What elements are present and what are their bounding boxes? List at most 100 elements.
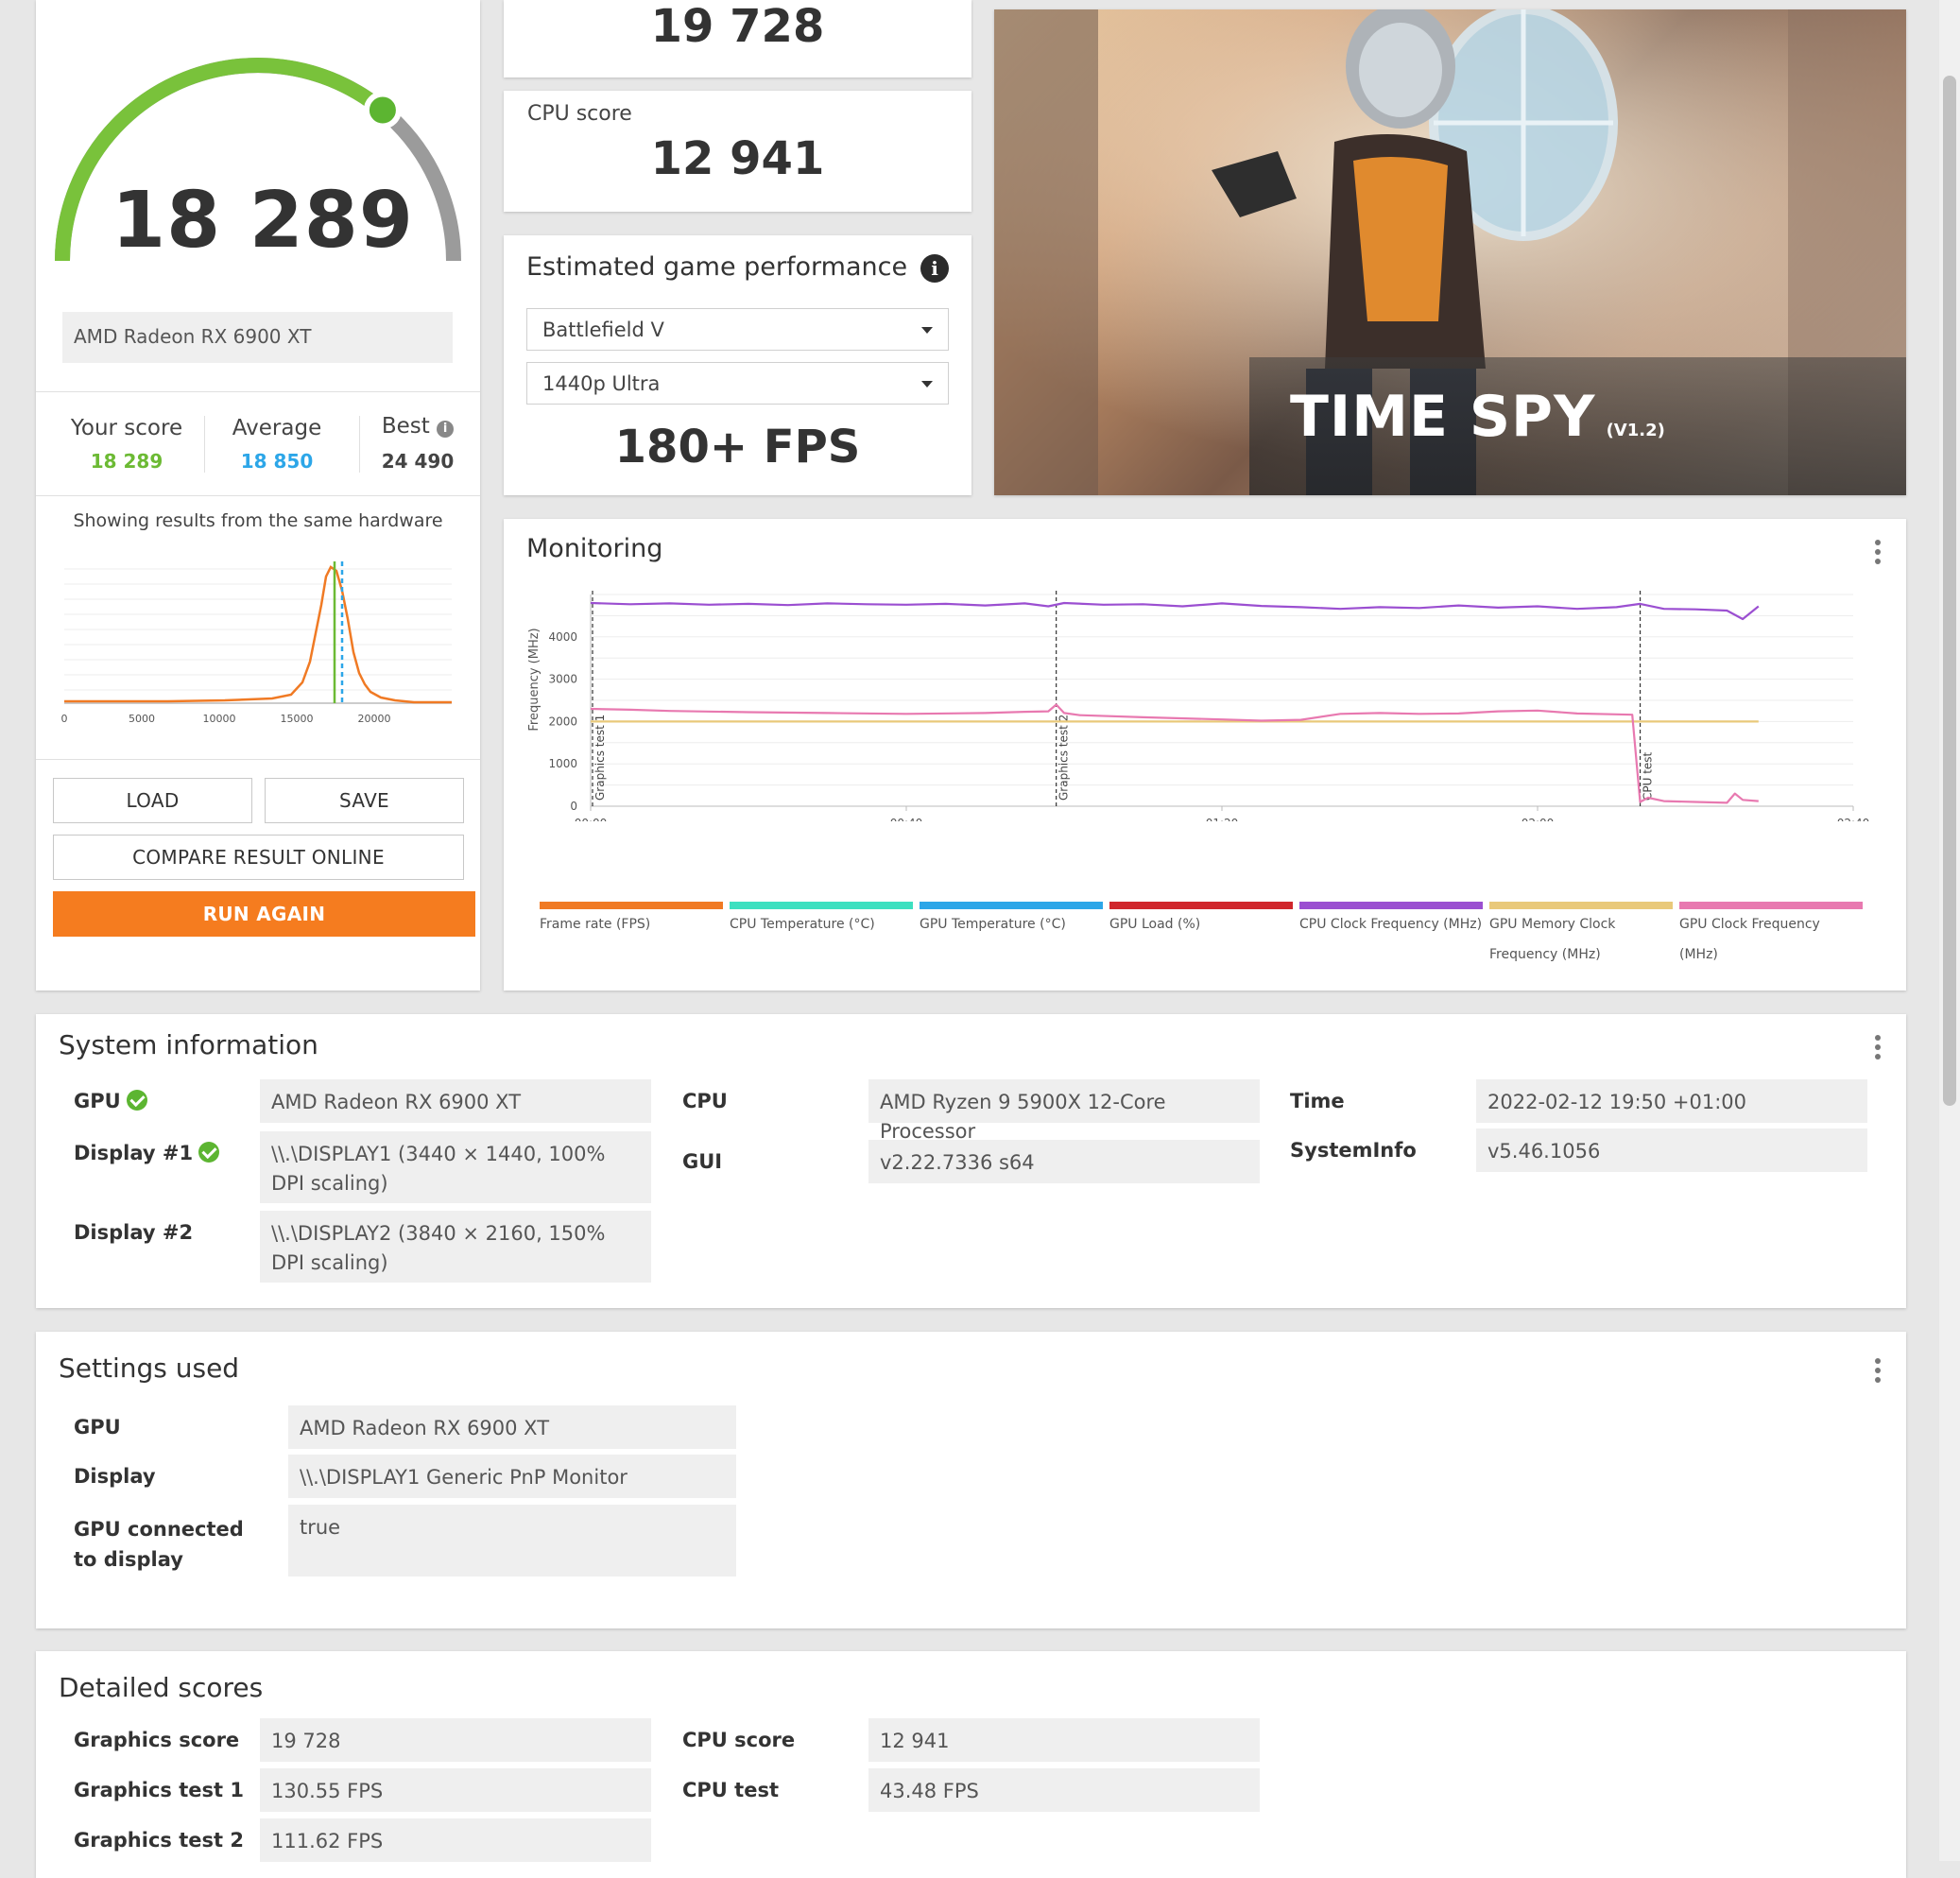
check-icon	[126, 1090, 147, 1111]
sysinfo-gpu-value: AMD Radeon RX 6900 XT	[260, 1079, 651, 1123]
legend-item[interactable]: Frame rate (FPS)	[540, 902, 723, 939]
dist-tick-3: 15000	[281, 713, 314, 725]
monitoring-x-ticks: 00:00 00:40 01:20 02:00 02:40	[575, 806, 1870, 821]
compare-result-online-button[interactable]: COMPARE RESULT ONLINE	[53, 835, 464, 880]
scrollbar-thumb[interactable]	[1943, 76, 1956, 1106]
monitoring-legend: Frame rate (FPS) CPU Temperature (°C) GPU …	[540, 902, 1900, 977]
detailed-scores-card: Detailed scores Graphics score 19 728 Gr…	[36, 1651, 1906, 1878]
y-tick-label: 0	[570, 800, 577, 813]
info-icon[interactable]: i	[437, 421, 455, 438]
hero-title: TIME SPY (V1.2)	[1290, 384, 1665, 450]
graphics-test-2-label: Graphics test 2	[74, 1829, 244, 1852]
monitoring-card: Monitoring Graphics test 1 Graphics test …	[504, 519, 1906, 991]
graphics-score-value: 19 728	[260, 1718, 651, 1762]
monitoring-y-ticks: 0 1000 2000 3000 4000	[548, 630, 577, 813]
graphics-test-1-label: Graphics test 1	[74, 1779, 244, 1801]
load-button[interactable]: LOAD	[53, 778, 252, 823]
game-performance-title: Estimated game performance	[526, 252, 908, 282]
legend-swatch	[540, 902, 723, 909]
legend-label: GPU Clock Frequency (MHz)	[1679, 917, 1820, 962]
settings-gpu-value: AMD Radeon RX 6900 XT	[288, 1405, 736, 1449]
y-tick-label: 3000	[548, 673, 577, 686]
legend-label: CPU Temperature (°C)	[730, 917, 875, 932]
y-tick-label: 4000	[548, 630, 577, 644]
x-tick-label: 00:00	[575, 817, 608, 821]
run-again-button[interactable]: RUN AGAIN	[53, 891, 475, 937]
check-icon	[198, 1142, 220, 1163]
cpu-score-detail-value: 12 941	[868, 1718, 1260, 1762]
best-label: Best	[381, 414, 430, 439]
settings-used-title: Settings used	[59, 1353, 240, 1384]
more-options-icon[interactable]	[1874, 540, 1882, 564]
sysinfo-cpu-label: CPU	[682, 1090, 728, 1112]
graphics-score-value: 19 728	[650, 0, 825, 53]
x-tick-label: 00:40	[890, 817, 923, 821]
detailed-scores-title: Detailed scores	[59, 1672, 264, 1703]
more-options-icon[interactable]	[1874, 1358, 1882, 1383]
series-line-2	[590, 703, 1759, 804]
sysinfo-systeminfo-label: SystemInfo	[1290, 1139, 1417, 1162]
monitoring-y-label: Frequency (MHz)	[527, 628, 542, 731]
save-button[interactable]: SAVE	[265, 778, 464, 823]
monitoring-test-markers: Graphics test 1 Graphics test 2 CPU test	[592, 591, 1655, 806]
x-tick-label: 02:40	[1837, 817, 1870, 821]
sysinfo-display1-value: \\.\DISPLAY1 (3440 × 1440, 100% DPI scal…	[260, 1131, 651, 1203]
page-scrollbar[interactable]	[1939, 0, 1960, 1861]
legend-swatch	[1299, 902, 1483, 909]
settings-gpu-label: GPU	[74, 1416, 121, 1439]
system-information-card: System information GPU AMD Radeon RX 690…	[36, 1014, 1906, 1308]
best-block: Best i	[361, 414, 474, 439]
game-select-value: Battlefield V	[542, 318, 664, 341]
game-select[interactable]: Battlefield V	[526, 308, 949, 351]
legend-item[interactable]: CPU Temperature (°C)	[730, 902, 913, 939]
sysinfo-gui-value: v2.22.7336 s64	[868, 1140, 1260, 1183]
cpu-test-label: CPU test	[682, 1779, 779, 1801]
sysinfo-gpu-label-text: GPU	[74, 1090, 121, 1112]
sysinfo-gpu-label: GPU	[74, 1090, 147, 1112]
average-value: 18 850	[240, 450, 314, 473]
distribution-curve	[64, 565, 452, 704]
gpu-name-field: AMD Radeon RX 6900 XT	[62, 312, 453, 363]
monitoring-chart: Graphics test 1 Graphics test 2 CPU test 0…	[527, 591, 1870, 821]
legend-item[interactable]: GPU Temperature (°C)	[920, 902, 1103, 939]
legend-label: Frame rate (FPS)	[540, 917, 651, 932]
sysinfo-gui-label: GUI	[682, 1150, 723, 1173]
system-information-title: System information	[59, 1029, 318, 1060]
test-marker-label: Graphics test 1	[593, 715, 607, 801]
dist-tick-2: 10000	[203, 713, 236, 725]
preset-select[interactable]: 1440p Ultra	[526, 362, 949, 405]
legend-swatch	[1679, 902, 1863, 909]
your-score-value: 18 289	[90, 450, 163, 473]
more-options-icon[interactable]	[1874, 1035, 1882, 1060]
info-icon[interactable]: i	[920, 254, 949, 283]
sysinfo-display1-label: Display #1	[74, 1142, 220, 1164]
legend-item[interactable]: GPU Memory Clock Frequency (MHz)	[1489, 902, 1673, 970]
settings-used-card: Settings used GPU AMD Radeon RX 6900 XT …	[36, 1332, 1906, 1628]
sysinfo-display1-label-text: Display #1	[74, 1142, 194, 1164]
cpu-score-label: CPU score	[527, 102, 632, 126]
sysinfo-display2-label: Display #2	[74, 1221, 194, 1244]
x-tick-label: 01:20	[1206, 817, 1239, 821]
preset-select-value: 1440p Ultra	[542, 371, 661, 395]
showing-text: Showing results from the same hardware	[73, 510, 443, 531]
gauge-knob	[363, 91, 402, 129]
legend-label: GPU Load (%)	[1109, 917, 1201, 932]
settings-connected-label: GPU connected to display	[74, 1518, 244, 1571]
hero-version: (V1.2)	[1606, 421, 1665, 440]
legend-item[interactable]: CPU Clock Frequency (MHz)	[1299, 902, 1483, 939]
legend-item[interactable]: GPU Clock Frequency (MHz)	[1679, 902, 1863, 970]
score-card: 18 289 AMD Radeon RX 6900 XT Your score …	[36, 0, 480, 991]
distribution-chart: 0 5000 10000 15000 20000	[61, 561, 452, 725]
benchmark-hero-image: TIME SPY (V1.2)	[994, 9, 1906, 495]
average-label: Average	[232, 416, 322, 440]
dist-tick-0: 0	[61, 713, 68, 725]
legend-label: CPU Clock Frequency (MHz)	[1299, 917, 1483, 932]
settings-display-label: Display	[74, 1465, 156, 1488]
legend-swatch	[1109, 902, 1293, 909]
score-gauge	[55, 58, 461, 262]
legend-swatch	[730, 902, 913, 909]
legend-item[interactable]: GPU Load (%)	[1109, 902, 1293, 939]
game-performance-card: Estimated game performance i Battlefield…	[504, 235, 971, 495]
hero-title-text: TIME SPY	[1290, 384, 1596, 450]
y-tick-label: 2000	[548, 715, 577, 728]
